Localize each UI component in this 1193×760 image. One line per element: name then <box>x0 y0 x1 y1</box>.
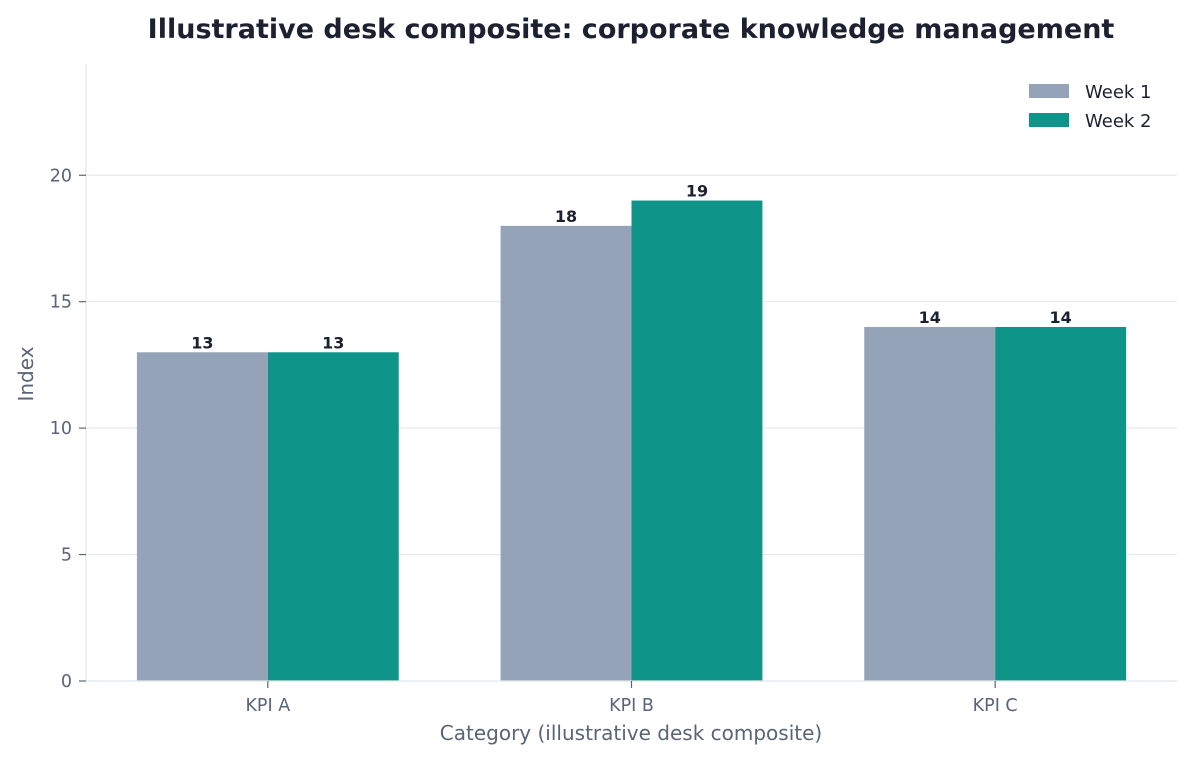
bar <box>864 326 996 681</box>
y-tick-label: 0 <box>61 672 72 692</box>
legend-label: Week 1 <box>1085 82 1152 103</box>
data-label: 18 <box>555 207 577 226</box>
data-label: 13 <box>191 333 213 352</box>
legend-swatch <box>1029 84 1069 98</box>
chart-title: Illustrative desk composite: corporate k… <box>148 14 1115 45</box>
y-tick-label: 15 <box>50 293 72 313</box>
data-labels: 13 13 18 19 14 14 <box>191 182 1072 353</box>
bar <box>631 200 763 681</box>
data-label: 14 <box>919 308 941 327</box>
bar <box>267 352 399 681</box>
y-tick-label: 5 <box>61 546 72 566</box>
legend-swatch <box>1029 113 1069 127</box>
bars <box>136 200 1127 681</box>
legend-label: Week 2 <box>1085 111 1152 132</box>
y-tick-label: 20 <box>50 166 72 186</box>
data-label: 13 <box>322 333 344 352</box>
y-tick-label: 10 <box>50 419 72 439</box>
x-tick-label: KPI B <box>609 696 654 716</box>
bar <box>500 225 632 681</box>
y-axis-ticks: 0 5 10 15 20 <box>50 166 86 692</box>
data-label: 14 <box>1049 308 1071 327</box>
x-tick-label: KPI C <box>973 696 1018 716</box>
bar <box>136 352 268 681</box>
data-label: 19 <box>686 182 708 201</box>
x-tick-label: KPI A <box>245 696 290 716</box>
x-axis-label: Category (illustrative desk composite) <box>440 721 822 745</box>
bar <box>995 326 1127 681</box>
legend: Week 1 Week 2 <box>1029 82 1152 132</box>
y-axis-label: Index <box>14 346 38 401</box>
x-axis-ticks: KPI A KPI B KPI C <box>245 681 1018 716</box>
